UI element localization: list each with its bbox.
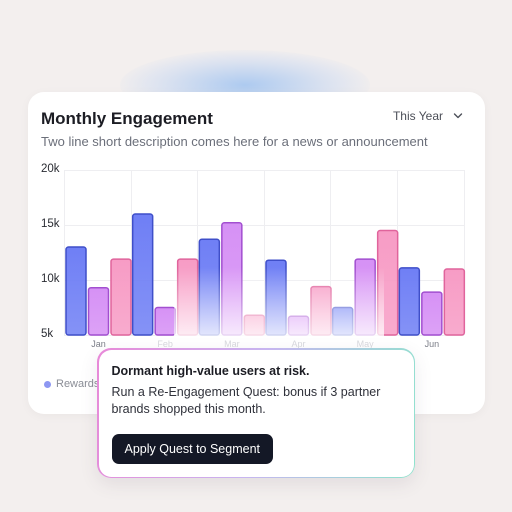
bar-feb-series2 bbox=[154, 306, 176, 336]
y-tick-label: 10k bbox=[41, 273, 60, 285]
apply-quest-button[interactable]: Apply Quest to Segment bbox=[111, 433, 273, 464]
chevron-down-icon bbox=[453, 113, 463, 119]
engagement-bar-chart: Jan Feb Mar Apr May Jun bbox=[64, 170, 466, 349]
bar-jun-series1 bbox=[398, 267, 421, 336]
y-tick-label: 5k bbox=[41, 328, 54, 340]
engagement-card: Monthly Engagement This Year Two line sh… bbox=[28, 92, 485, 414]
fade-overlay bbox=[174, 170, 384, 347]
popup-body: Run a Re-Engagement Quest: bonus if 3 pa… bbox=[111, 384, 381, 416]
period-label: This Year bbox=[392, 109, 443, 123]
x-tick-label: Jan bbox=[91, 339, 106, 349]
bar-jun-series3 bbox=[443, 268, 466, 336]
bar-jan-series3 bbox=[110, 258, 132, 336]
card-title: Monthly Engagement bbox=[41, 109, 213, 128]
x-tick-label: Apr bbox=[291, 339, 305, 349]
x-tick-label: May bbox=[357, 339, 375, 349]
y-tick-label: 15k bbox=[41, 218, 60, 230]
popup-title: Dormant high-value users at risk. bbox=[111, 363, 310, 378]
y-axis-labels: 20k 15k 10k 5k bbox=[41, 162, 71, 352]
bar-jun-series2 bbox=[421, 291, 443, 336]
bar-jan-series2 bbox=[87, 286, 110, 336]
period-dropdown[interactable]: This Year bbox=[393, 109, 463, 123]
quest-popup: Dormant high-value users at risk. Run a … bbox=[97, 348, 415, 478]
legend-dot bbox=[44, 380, 51, 388]
legend-label: Rewards bbox=[56, 378, 100, 390]
card-description: Two line short description comes here fo… bbox=[41, 134, 428, 149]
bar-jan-series1 bbox=[65, 246, 87, 336]
chart-legend: Rewards bbox=[44, 378, 99, 390]
x-tick-label: Jun bbox=[425, 339, 440, 349]
bar-feb-series1 bbox=[131, 213, 154, 336]
x-tick-label: Mar bbox=[224, 339, 240, 349]
y-tick-label: 20k bbox=[41, 163, 60, 175]
x-tick-label: Feb bbox=[157, 339, 173, 349]
